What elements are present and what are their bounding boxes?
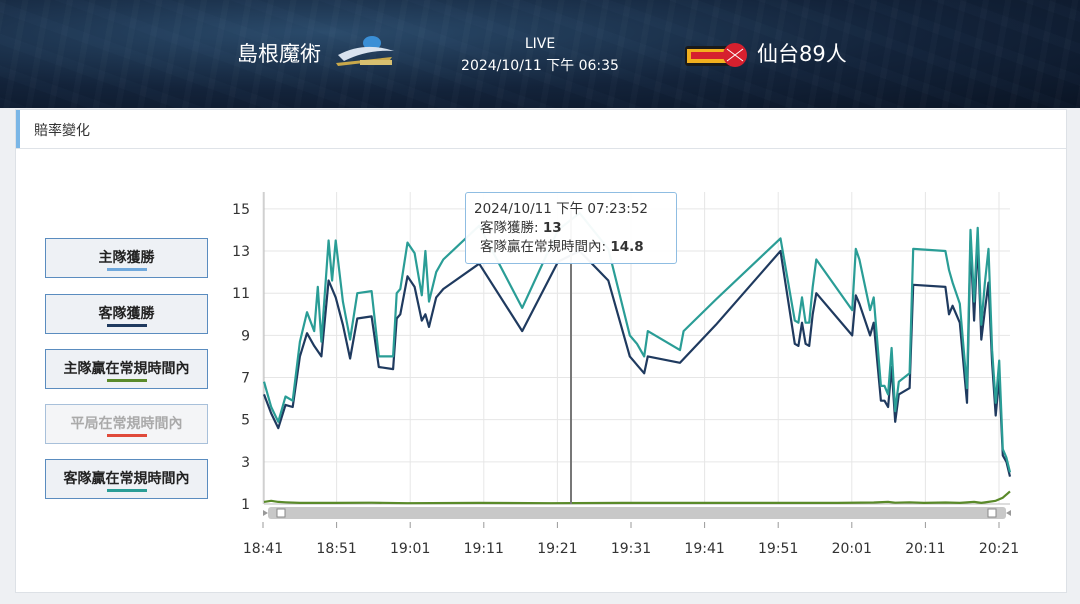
- tooltip-value-2: 14.8: [610, 239, 644, 255]
- panel-header: 賠率變化: [16, 110, 1066, 149]
- y-tick-label: 7: [241, 371, 250, 387]
- range-slider-track[interactable]: [268, 507, 1006, 519]
- y-tick-label: 15: [232, 202, 250, 218]
- live-status: LIVE: [524, 36, 556, 52]
- tooltip-row-away-regular: 客隊贏在常規時間內: 14.8: [474, 238, 676, 257]
- legend-swatch: [107, 324, 147, 327]
- y-tick-label: 3: [241, 455, 250, 471]
- x-tick-label: 19:51: [758, 541, 798, 557]
- away-team-name: 仙台89人: [757, 42, 847, 66]
- panel-accent-bar: [16, 110, 20, 148]
- legend-swatch: [107, 489, 147, 492]
- series-line-3: [263, 490, 1011, 505]
- home-team-logo-icon: [336, 36, 394, 66]
- away-team-logo-icon: [685, 43, 747, 67]
- legend-label: 主隊獲勝: [98, 250, 155, 266]
- scroll-right-arrow-icon[interactable]: [1006, 510, 1011, 516]
- scoreboard-header: 島根魔術 LIVE 2024/10/11 下午 06:35 仙台89人: [0, 0, 1080, 108]
- panel-title: 賠率變化: [34, 123, 90, 139]
- legend-swatch: [107, 434, 147, 437]
- home-team-name: 島根魔術: [237, 42, 321, 66]
- range-slider-right-handle[interactable]: [987, 508, 997, 518]
- series-line-2: [262, 212, 1012, 473]
- scroll-left-arrow-icon[interactable]: [263, 510, 268, 516]
- y-tick-label: 11: [232, 286, 250, 302]
- tooltip-time: 2024/10/11 下午 07:23:52: [474, 201, 649, 217]
- legend-label: 平局在常規時間內: [70, 416, 183, 432]
- y-tick-label: 13: [232, 244, 250, 260]
- series-line-1: [262, 239, 1012, 477]
- legend-toggle-1[interactable]: 主隊獲勝: [45, 238, 208, 278]
- legend-swatch: [107, 268, 147, 271]
- tooltip-label-1: 客隊獲勝:: [480, 220, 543, 236]
- chart-tooltip: 2024/10/11 下午 07:23:52 客隊獲勝: 13 客隊贏在常規時間…: [465, 192, 677, 264]
- x-tick-label: 20:21: [979, 541, 1019, 557]
- legend-toggle-4[interactable]: 平局在常規時間內: [45, 404, 208, 444]
- x-tick-label: 19:01: [390, 541, 430, 557]
- x-tick-label: 20:01: [832, 541, 872, 557]
- x-tick-label: 19:31: [611, 541, 651, 557]
- legend-toggle-3[interactable]: 主隊贏在常規時間內: [45, 349, 208, 389]
- y-tick-label: 5: [241, 413, 250, 429]
- tooltip-value-1: 13: [542, 220, 562, 236]
- legend-label: 客隊獲勝: [98, 306, 155, 322]
- x-tick-label: 19:11: [464, 541, 504, 557]
- crowd-background: [0, 0, 1080, 108]
- legend-label: 客隊贏在常規時間內: [63, 471, 190, 487]
- x-tick-label: 18:41: [243, 541, 283, 557]
- y-tick-label: 1: [241, 497, 250, 513]
- x-tick-label: 19:21: [537, 541, 577, 557]
- x-tick-label: 20:11: [905, 541, 945, 557]
- legend-label: 主隊贏在常規時間內: [63, 361, 190, 377]
- legend-toggle-5[interactable]: 客隊贏在常規時間內: [45, 459, 208, 499]
- range-slider-left-handle[interactable]: [276, 508, 286, 518]
- legend-toggle-2[interactable]: 客隊獲勝: [45, 294, 208, 334]
- x-tick-label: 18:51: [316, 541, 356, 557]
- y-tick-label: 9: [241, 328, 250, 344]
- tooltip-row-away-win: 客隊獲勝: 13: [474, 219, 676, 238]
- x-tick-label: 19:41: [684, 541, 724, 557]
- tooltip-label-2: 客隊贏在常規時間內:: [480, 239, 611, 255]
- legend-swatch: [107, 379, 147, 382]
- match-datetime: 2024/10/11 下午 06:35: [461, 58, 619, 74]
